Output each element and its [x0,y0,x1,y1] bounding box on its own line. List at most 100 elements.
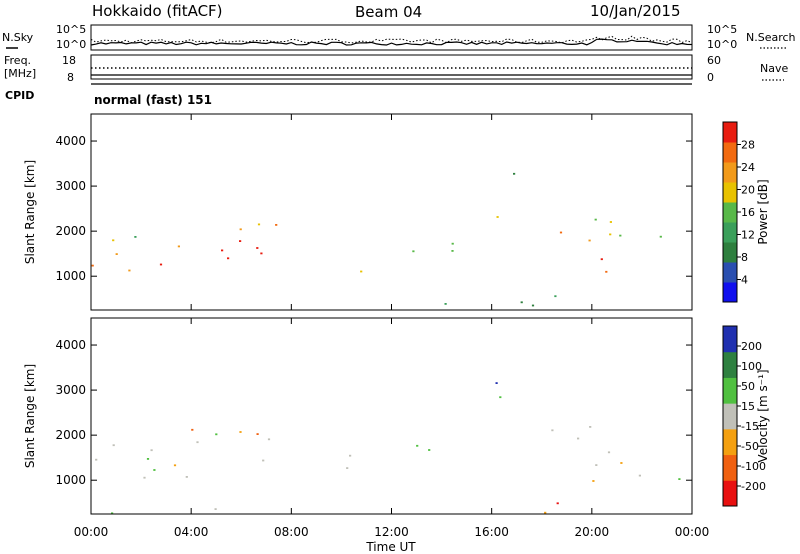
power-panel: 1000 2000 3000 4000 Slant Range [km] 4 8 12 16… [23,113,770,311]
power-frame [90,113,693,311]
power-pixel [257,223,261,226]
velocity-pixel [150,449,153,452]
power-colorbar-swatch [723,202,737,223]
velocity-pixel [595,464,598,466]
velocity-colorbar-tick-label: 200 [741,340,762,353]
y-tick-label: 4000 [55,134,86,148]
power-pixel [520,301,523,304]
velocity-pixel [416,444,419,447]
power-colorbar-tick-label: 28 [741,139,755,152]
time-axis: 00:00 04:00 08:00 12:00 16:00 20:00 00:00 [74,114,709,539]
power-colorbar-swatch [723,122,737,143]
velocity-pixel [95,458,98,461]
velocity-pixel [499,396,502,399]
power-pixel [256,247,259,249]
power-pixel [496,216,499,218]
power-pixel [239,228,242,231]
velocity-pixel [196,441,199,444]
power-pixel [412,250,415,253]
velocity-pixel [544,511,547,514]
velocity-pixel [191,428,194,431]
power-pixel [554,295,557,298]
velocity-pixel [153,469,156,471]
velocity-pixel [262,459,265,462]
frequency-panel: Freq. [MHz] 18 8 60 0 Nave [4,54,788,84]
noise-tick-bottom-left: 10^0 [56,38,86,51]
velocity-pixel [111,512,114,515]
time-tick-label: 08:00 [274,525,309,539]
noise-panel: N.Sky 10^5 10^0 10^5 10^0 N.Search [2,23,796,51]
power-pixel [600,258,603,261]
power-pixel [619,234,622,237]
freq-unit-label: [MHz] [4,67,36,80]
velocity-pixel [215,433,218,436]
noise-tick-bottom-right: 10^0 [707,38,737,51]
velocity-pixel [239,431,242,433]
power-pixel [513,172,516,175]
velocity-pixel [577,437,580,440]
nave-tick-bottom: 0 [707,71,714,84]
velocity-pixel [428,449,431,451]
y-tick-label: 4000 [55,338,86,352]
noise-search-label: N.Search [746,31,796,44]
velocity-pixel [678,478,681,480]
beam-title: Beam 04 [355,3,422,21]
velocity-colorbar: -200 -100 -50 -15 15 50 100 200 [722,325,766,507]
freq-tick-top: 18 [62,54,76,67]
velocity-pixel [589,426,592,428]
velocity-pixel [607,451,611,454]
velocity-heatmap [95,382,681,515]
velocity-colorbar-swatch [723,377,737,404]
power-pixel [588,239,591,242]
nave-label: Nave [760,62,788,75]
power-colorbar-swatch [723,242,737,263]
velocity-colorbar-tick-label: -100 [741,460,766,473]
time-tick-label: 20:00 [575,525,610,539]
power-colorbar-tick-label: 4 [741,274,748,287]
velocity-colorbar-swatch [723,326,737,353]
power-pixel [159,263,163,266]
velocity-colorbar-swatch [723,480,737,507]
velocity-pixel [214,508,217,510]
velocity-pixel [267,438,271,441]
velocity-pixel [143,476,146,479]
date-title: 10/Jan/2015 [590,2,681,20]
velocity-colorbar-label: Velocity [m s⁻¹] [756,369,770,462]
power-pixel [594,218,597,221]
time-axis-label: Time UT [365,540,416,554]
power-pixel [112,239,115,242]
velocity-ylabel: Slant Range [km] [23,364,37,468]
power-pixel [609,233,612,236]
time-tick-label: 16:00 [474,525,509,539]
power-y-ticks: 1000 2000 3000 4000 [55,134,692,283]
station-title: Hokkaido (fitACF) [92,2,223,20]
velocity-colorbar-tick-label: -200 [741,480,766,493]
freq-tick-bottom: 8 [67,71,74,84]
velocity-colorbar-swatch [723,351,737,378]
freq-label: Freq. [4,54,31,67]
power-colorbar-swatch [723,142,737,163]
time-tick-label: 00:00 [74,525,109,539]
noise-frame [90,24,693,51]
y-tick-label: 2000 [55,428,86,442]
power-pixel [128,269,131,272]
power-pixel [451,242,454,245]
noise-tick-top-left: 10^5 [56,23,86,36]
velocity-colorbar-tick-label: -15 [741,420,759,433]
y-tick-label: 1000 [55,473,86,487]
velocity-pixel [495,382,498,384]
velocity-pixel [173,464,177,467]
power-colorbar-tick-label: 20 [741,184,755,197]
power-pixel [260,252,263,255]
power-pixel [605,270,608,273]
velocity-colorbar-swatch [723,454,737,481]
frequency-frame [90,54,693,80]
power-colorbar-tick-label: 12 [741,229,755,242]
power-colorbar-tick-label: 16 [741,206,755,219]
power-pixel [609,221,612,223]
power-pixel [227,257,230,260]
velocity-colorbar-frame [722,325,738,507]
velocity-colorbar-swatch [723,403,737,430]
y-tick-label: 3000 [55,383,86,397]
